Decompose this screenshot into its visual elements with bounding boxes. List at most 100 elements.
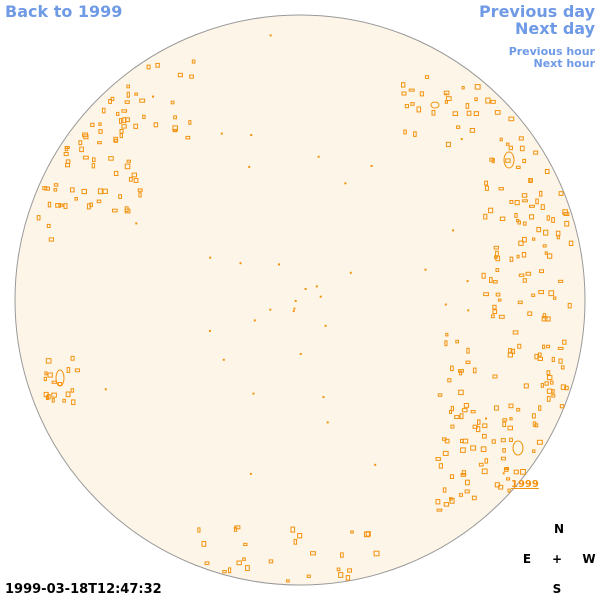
contour-speck (492, 280, 498, 284)
contour-speck (242, 557, 246, 561)
previous-hour-link[interactable]: Previous hour (508, 45, 595, 58)
contour-speck (110, 96, 115, 102)
contour-speck (82, 132, 88, 138)
contour-speck (220, 132, 223, 135)
contour-speck (191, 59, 196, 64)
contour-speck (444, 303, 447, 306)
contour-speck (64, 146, 69, 152)
contour-speck (233, 526, 238, 532)
contour-speck (403, 129, 407, 135)
contour-speck (522, 158, 527, 164)
contour-speck (234, 525, 241, 530)
contour-speck (516, 254, 520, 259)
contour-speck (121, 124, 127, 129)
contour-speck (57, 382, 63, 386)
contour-speck (447, 378, 452, 383)
contour-speck (290, 526, 296, 533)
contour-speck (445, 93, 448, 96)
contour-speck (500, 456, 506, 461)
contour-speck (469, 128, 476, 133)
contour-speck (484, 185, 489, 191)
contour-speck (65, 163, 70, 168)
contour-speck (81, 188, 87, 195)
contour-speck (477, 419, 481, 425)
contour-speck (532, 237, 536, 241)
contour-speck (507, 425, 513, 431)
contour-speck (63, 152, 69, 157)
contour-speck (474, 97, 478, 102)
contour-speck (113, 170, 119, 176)
contour-speck (135, 222, 138, 225)
contour-speck (142, 114, 146, 119)
contour-speck (482, 433, 487, 439)
contour-speck (92, 157, 96, 163)
contour-speck (522, 199, 528, 203)
contour-speck (539, 269, 544, 274)
contour-speck (458, 370, 463, 376)
contour-speck (45, 358, 52, 364)
contour-speck (522, 221, 527, 226)
contour-speck (146, 64, 151, 70)
contour-speck (463, 403, 470, 408)
contour-speck (449, 474, 454, 479)
contour-speck (252, 392, 255, 395)
contour-speck (460, 447, 466, 453)
contour-speck (484, 458, 489, 464)
contour-speck (509, 200, 514, 204)
contour-speck (456, 125, 461, 129)
contour-speck (124, 163, 131, 170)
contour-speck (449, 497, 453, 501)
contour-speck (538, 290, 544, 295)
contour-speck (508, 145, 513, 151)
contour-speck (204, 561, 210, 565)
contour-speck (534, 353, 539, 360)
previous-day-link[interactable]: Previous day (478, 2, 595, 21)
observation-timestamp: 1999-03-18T12:47:32 (5, 582, 162, 597)
contour-speck (278, 263, 280, 266)
contour-speck (78, 140, 83, 146)
contour-speck (502, 448, 506, 453)
contour-speck (506, 477, 511, 481)
contour-speck (508, 348, 512, 354)
contour-speck (43, 376, 48, 382)
next-hour-link[interactable]: Next hour (533, 57, 596, 70)
solar-disk (14, 14, 586, 586)
contour-speck (478, 462, 484, 467)
contour-speck (465, 360, 471, 365)
contour-speck (521, 193, 528, 198)
contour-speck (48, 237, 55, 242)
contour-speck (460, 473, 467, 477)
contour-speck (473, 111, 480, 116)
contour-speck (253, 319, 256, 322)
contour-speck (502, 472, 505, 475)
contour-speck (495, 292, 501, 297)
contour-speck (408, 88, 415, 92)
contour-speck (119, 118, 123, 124)
contour-speck (336, 567, 341, 572)
contour-speck (133, 178, 139, 183)
contour-speck (472, 424, 478, 429)
contour-speck (531, 293, 536, 297)
contour-speck (401, 82, 406, 88)
contour-speck (65, 391, 71, 398)
contour-speck (47, 372, 53, 378)
contour-speck (461, 408, 468, 413)
contour-speck (458, 389, 464, 396)
contour-speck (485, 417, 487, 420)
contour-speck (245, 565, 250, 571)
contour-speck (91, 163, 96, 169)
next-day-link[interactable]: Next day (515, 19, 595, 38)
contour-speck (70, 187, 75, 193)
contour-speck (310, 551, 316, 556)
contour-speck (297, 533, 303, 539)
contour-speck (492, 374, 498, 379)
contour-speck (458, 369, 464, 373)
contour-speck (445, 141, 451, 148)
back-to-year-link[interactable]: Back to 1999 (5, 2, 123, 21)
contour-speck (488, 207, 494, 214)
contour-speck (549, 380, 554, 385)
contour-speck (495, 268, 500, 273)
active-region-year-link[interactable]: 1999 (511, 479, 539, 490)
contour-speck (480, 446, 487, 452)
